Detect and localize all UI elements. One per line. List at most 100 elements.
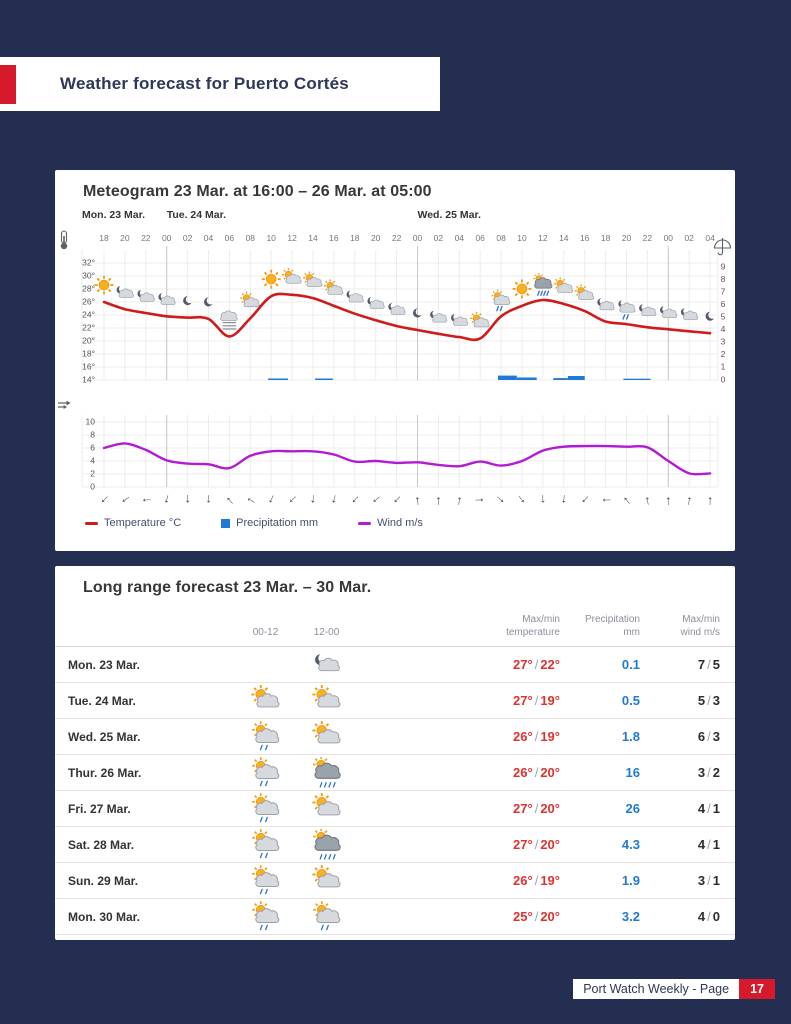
weather-symbol bbox=[680, 308, 699, 320]
wind-max: 4 bbox=[697, 837, 706, 852]
rain-icon bbox=[259, 816, 268, 822]
legend-swatch bbox=[85, 521, 98, 525]
day-labels: Mon. 23 Mar. Tue. 24 Mar. Wed. 25 Mar. bbox=[82, 209, 481, 221]
cloud-icon bbox=[254, 763, 279, 779]
moon-icon bbox=[660, 306, 668, 314]
svg-text:08: 08 bbox=[496, 233, 506, 243]
svg-text:7: 7 bbox=[721, 286, 726, 296]
wind-icon bbox=[58, 400, 71, 409]
wind-max: 6 bbox=[697, 729, 706, 744]
moon-icon bbox=[597, 298, 605, 307]
cloud-icon bbox=[473, 317, 490, 328]
symbol-cell-12-00 bbox=[296, 828, 357, 861]
header-wind: Max/min wind m/s bbox=[680, 614, 720, 638]
weather-symbol bbox=[597, 298, 615, 311]
svg-text:00: 00 bbox=[413, 233, 423, 243]
symbol-cell-00-12 bbox=[235, 756, 296, 789]
rain-icon bbox=[259, 744, 268, 750]
legend-label: Temperature °C bbox=[104, 517, 182, 529]
svg-text:↑: ↑ bbox=[117, 493, 133, 506]
wind-min: 3 bbox=[712, 693, 720, 708]
wind-cell: 4/1 bbox=[697, 837, 720, 852]
svg-text:↑: ↑ bbox=[643, 492, 652, 506]
temperature-cell: 27°/20° bbox=[513, 801, 560, 816]
svg-text:18: 18 bbox=[99, 233, 109, 243]
wind-cell: 3/2 bbox=[697, 765, 720, 780]
page-footer: Port Watch Weekly - Page 17 bbox=[573, 979, 775, 999]
symbol-cell-12-00 bbox=[296, 864, 357, 897]
symbol-cell-00-12 bbox=[235, 720, 296, 753]
header-precipitation: Precipitation mm bbox=[584, 614, 640, 638]
symbol-cell-00-12 bbox=[235, 900, 296, 933]
svg-text:↑: ↑ bbox=[707, 492, 714, 506]
svg-text:↑: ↑ bbox=[619, 492, 634, 506]
svg-text:↑: ↑ bbox=[539, 492, 546, 506]
symbol-cell-00-12 bbox=[235, 684, 296, 717]
svg-text:28°: 28° bbox=[82, 283, 95, 293]
svg-text:↑: ↑ bbox=[435, 492, 442, 506]
cloud-icon bbox=[534, 277, 553, 289]
wind-min: 3 bbox=[712, 729, 720, 744]
symbol-cell-12-00 bbox=[296, 720, 357, 753]
cloud-icon bbox=[390, 305, 406, 315]
temp-max: 26° bbox=[513, 729, 533, 744]
svg-text:↑: ↑ bbox=[493, 493, 508, 506]
wind-cell: 4/1 bbox=[697, 801, 720, 816]
moon-icon bbox=[346, 290, 354, 299]
svg-text:00: 00 bbox=[162, 233, 172, 243]
svg-text:2: 2 bbox=[721, 349, 726, 359]
day-label: Sun. 29 Mar. bbox=[68, 873, 139, 888]
wind-cell: 7/5 bbox=[697, 657, 720, 672]
svg-text:00: 00 bbox=[664, 233, 674, 243]
weather-symbol bbox=[312, 756, 341, 788]
svg-text:↑: ↑ bbox=[560, 492, 568, 506]
svg-text:10: 10 bbox=[86, 416, 96, 426]
svg-text:06: 06 bbox=[475, 233, 485, 243]
cloud-icon bbox=[285, 273, 302, 284]
wind-min: 1 bbox=[712, 873, 720, 888]
moon-icon bbox=[430, 310, 438, 319]
weather-symbol bbox=[660, 306, 678, 318]
cloud-icon bbox=[369, 299, 385, 309]
weather-symbol bbox=[282, 268, 302, 284]
svg-text:02: 02 bbox=[684, 233, 694, 243]
cloud-icon bbox=[243, 297, 260, 308]
moon-icon bbox=[314, 653, 325, 665]
precipitation-cell: 1.9 bbox=[621, 873, 640, 888]
wind-min: 5 bbox=[712, 657, 720, 672]
cloud-icon bbox=[557, 282, 574, 293]
table-row: Tue. 24 Mar. 27°/19° 0.5 5/3 bbox=[55, 683, 735, 719]
weather-symbol bbox=[574, 284, 595, 300]
temperature-cell: 26°/19° bbox=[513, 729, 560, 744]
weather-symbol bbox=[311, 684, 340, 707]
weather-symbol bbox=[311, 864, 340, 887]
cloud-icon bbox=[317, 657, 340, 671]
symbol-cell-00-12 bbox=[235, 828, 296, 861]
cloud-icon bbox=[255, 692, 279, 707]
moon-icon bbox=[137, 290, 145, 298]
svg-text:↑: ↑ bbox=[265, 492, 277, 506]
legend-label: Precipitation mm bbox=[236, 517, 319, 529]
umbrella-icon bbox=[713, 238, 732, 256]
symbol-cell-00-12 bbox=[235, 864, 296, 897]
temp-min: 19° bbox=[540, 873, 560, 888]
svg-text:2: 2 bbox=[90, 468, 95, 478]
weather-symbol bbox=[323, 279, 344, 295]
rain-icon bbox=[259, 888, 268, 894]
svg-text:↑: ↑ bbox=[184, 493, 191, 507]
temp-max: 26° bbox=[513, 873, 533, 888]
svg-text:04: 04 bbox=[705, 233, 715, 243]
svg-text:↑: ↑ bbox=[685, 492, 694, 506]
weather-symbol bbox=[251, 720, 279, 750]
cloud-icon bbox=[314, 762, 341, 779]
wind-min: 1 bbox=[712, 837, 720, 852]
wind-min: 0 bbox=[712, 909, 720, 924]
cloud-icon bbox=[254, 871, 279, 887]
weather-symbol bbox=[618, 300, 636, 320]
rain-icon bbox=[320, 924, 329, 930]
svg-text:↑: ↑ bbox=[205, 492, 212, 506]
day-label: Mon. 23 Mar. bbox=[68, 657, 141, 672]
svg-text:22: 22 bbox=[392, 233, 402, 243]
weather-symbol bbox=[413, 308, 422, 318]
precipitation-cell: 0.5 bbox=[621, 693, 640, 708]
